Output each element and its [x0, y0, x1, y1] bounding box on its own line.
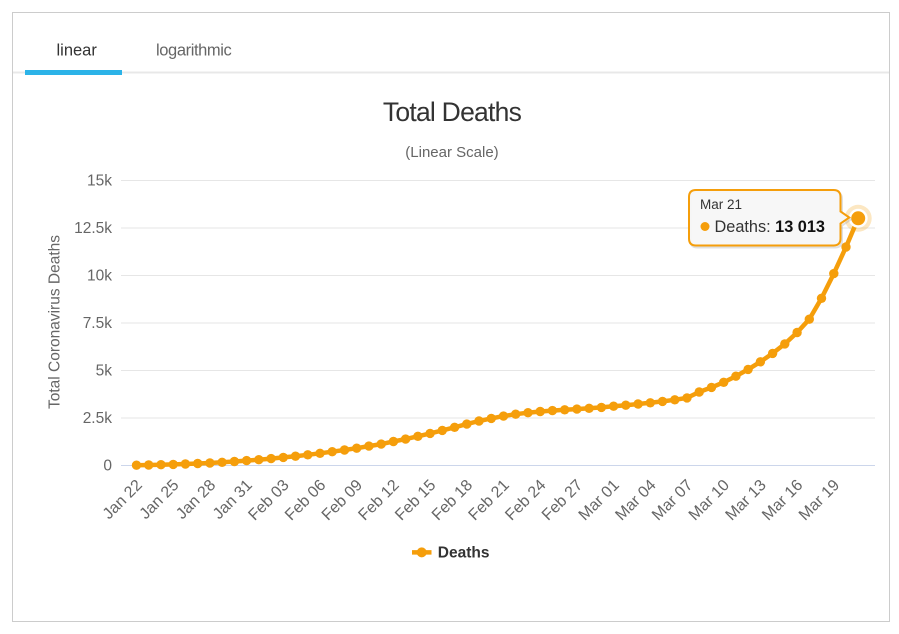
svg-text:linear: linear — [57, 42, 98, 60]
svg-text:(Linear Scale): (Linear Scale) — [405, 144, 498, 161]
svg-text:12.5k: 12.5k — [74, 220, 112, 237]
svg-text:logarithmic: logarithmic — [156, 42, 232, 60]
svg-text:2.5k: 2.5k — [83, 410, 113, 427]
svg-text:15k: 15k — [87, 173, 112, 190]
svg-text:5k: 5k — [96, 363, 113, 380]
svg-text:Total Deaths: Total Deaths — [383, 97, 522, 127]
svg-text:10k: 10k — [87, 268, 112, 285]
svg-text:0: 0 — [103, 458, 112, 475]
svg-text:Total Coronavirus Deaths: Total Coronavirus Deaths — [47, 235, 64, 409]
svg-text:Deaths: Deaths — [438, 545, 490, 562]
svg-text:Mar 21: Mar 21 — [700, 197, 742, 212]
svg-text:7.5k: 7.5k — [83, 315, 113, 332]
svg-text:Deaths: 13 013: Deaths: 13 013 — [715, 218, 825, 236]
